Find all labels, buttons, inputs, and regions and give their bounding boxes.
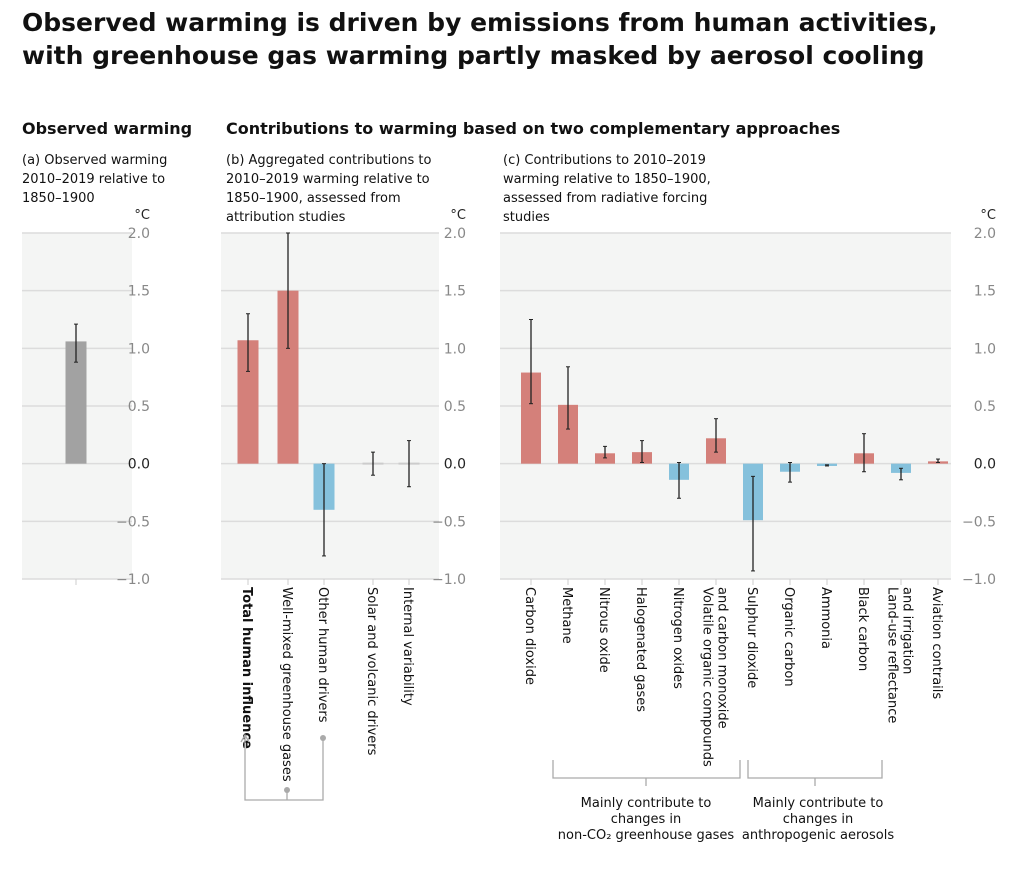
x-category-label: Aviation contrails (929, 587, 944, 699)
x-category-label: Internal variability (400, 587, 415, 706)
x-category-label: Total human influence (239, 587, 254, 749)
x-category-label: Ammonia (818, 587, 833, 649)
x-category-label: Solar and volcanic drivers (364, 587, 379, 756)
y-tick-label: 0.5 (128, 399, 150, 415)
group-bracket-aerosols (747, 760, 883, 786)
y-tick-label: 0.0 (444, 457, 466, 473)
y-tick-label: −1.0 (116, 572, 150, 588)
dot-icon (320, 735, 326, 741)
bar (277, 290, 299, 464)
sum-bracket (244, 737, 324, 801)
x-category-label: Carbon dioxide (522, 587, 537, 685)
y-axis-unit: °C (450, 208, 466, 223)
x-category-label: Well-mixed greenhouse gases (279, 587, 294, 782)
group-label: Mainly contribute to changes in non-CO₂ gr… (558, 796, 735, 843)
x-category-label: Volatile organic compounds (700, 587, 715, 767)
group-bracket-ghg (552, 760, 741, 786)
y-tick-label: 0.0 (974, 457, 996, 473)
y-tick-label: 0.0 (128, 457, 150, 473)
y-tick-label: 0.5 (444, 399, 466, 415)
bar (65, 341, 87, 464)
y-tick-label: 2.0 (444, 226, 466, 242)
y-tick-label: −0.5 (962, 514, 996, 530)
bar (595, 453, 615, 464)
y-tick-label: −1.0 (962, 572, 996, 588)
y-tick-label: 1.5 (128, 284, 150, 300)
panel-a-subtitle: (a) Observed warming 2010–2019 relative … (22, 153, 168, 206)
y-tick-label: 1.0 (128, 341, 150, 357)
y-tick-label: 1.5 (444, 284, 466, 300)
x-category-label: and irrigation (900, 587, 915, 674)
bar (521, 372, 541, 464)
y-tick-label: 0.5 (974, 399, 996, 415)
y-tick-label: 2.0 (974, 226, 996, 242)
y-tick-label: −0.5 (432, 514, 466, 530)
x-category-label: Black carbon (855, 587, 870, 671)
panel-b-subtitle: (b) Aggregated contributions to 2010–201… (226, 153, 432, 225)
y-tick-label: 1.5 (974, 284, 996, 300)
section-observed-heading: Observed warming (22, 119, 193, 138)
x-category-label: Halogenated gases (633, 587, 648, 712)
section-contributions-heading: Contributions to warming based on two co… (226, 119, 841, 138)
x-category-label: Nitrogen oxides (670, 587, 685, 689)
x-category-label: Land-use reflectance (885, 587, 900, 723)
x-category-label: Other human drivers (315, 587, 330, 723)
bar (237, 340, 259, 464)
y-tick-label: 2.0 (128, 226, 150, 242)
y-tick-label: 1.0 (444, 341, 466, 357)
x-category-label: and carbon monoxide (715, 587, 730, 729)
x-category-label: Nitrous oxide (596, 587, 611, 673)
bar (558, 404, 578, 464)
y-axis-unit: °C (134, 208, 150, 223)
y-tick-label: −1.0 (432, 572, 466, 588)
x-category-label: Sulphur dioxide (744, 587, 759, 688)
panel-c-subtitle: (c) Contributions to 2010–2019 warming r… (503, 153, 711, 225)
arrow-up-icon (240, 733, 250, 743)
group-label: Mainly contribute to changes in anthropoge… (742, 796, 894, 843)
y-tick-label: 1.0 (974, 341, 996, 357)
y-tick-label: −0.5 (116, 514, 150, 530)
figure-title: Observed warming is driven by emissions … (22, 8, 938, 70)
x-category-label: Organic carbon (781, 587, 796, 687)
x-category-label: Methane (559, 587, 574, 644)
dot-icon (284, 787, 290, 793)
y-axis-unit: °C (980, 208, 996, 223)
